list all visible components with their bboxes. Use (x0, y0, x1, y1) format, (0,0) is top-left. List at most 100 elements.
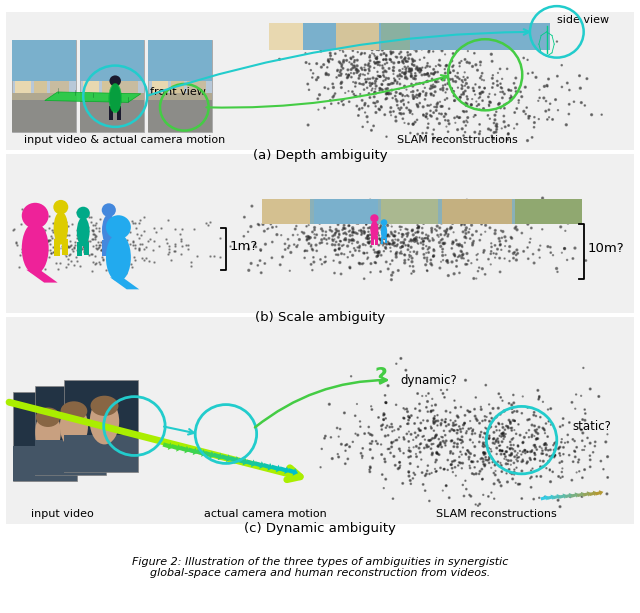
Point (574, 71, 584, 81)
Point (79, 242, 90, 251)
Point (474, 263, 484, 273)
Point (86, 211, 96, 221)
Point (358, 69, 368, 79)
Point (396, 246, 406, 256)
Point (458, 420, 468, 430)
Point (448, 77, 458, 86)
Point (58, 246, 68, 256)
FancyArrow shape (188, 447, 198, 455)
Point (95, 240, 105, 250)
Point (449, 425, 459, 435)
Point (343, 72, 353, 82)
Point (567, 397, 577, 407)
Point (407, 59, 417, 69)
Point (486, 238, 497, 248)
Point (61, 243, 71, 253)
Point (76, 230, 86, 240)
Point (429, 246, 439, 256)
Point (534, 393, 544, 403)
Point (550, 95, 561, 105)
Point (398, 237, 408, 247)
Point (101, 265, 111, 275)
Point (504, 242, 515, 251)
Point (102, 243, 112, 253)
Point (454, 113, 464, 123)
Point (353, 213, 363, 223)
Bar (80, 93, 144, 99)
Point (403, 224, 413, 234)
Point (415, 406, 425, 416)
Point (483, 254, 493, 264)
Point (467, 220, 477, 230)
Point (369, 49, 379, 59)
Point (435, 263, 445, 273)
Point (42, 245, 52, 254)
Point (388, 78, 399, 88)
Point (308, 257, 319, 267)
Point (534, 85, 545, 95)
Point (425, 436, 435, 446)
Point (255, 256, 265, 265)
Point (493, 434, 503, 444)
Point (431, 211, 441, 221)
Point (428, 448, 438, 458)
Point (83, 226, 93, 236)
Point (82, 242, 92, 251)
Point (541, 96, 551, 106)
Point (405, 459, 415, 468)
Point (256, 246, 266, 256)
Point (428, 129, 438, 139)
Point (349, 55, 360, 65)
Point (490, 460, 500, 470)
Point (148, 223, 159, 232)
Point (402, 419, 412, 429)
Point (456, 89, 467, 99)
Point (420, 94, 430, 104)
Point (499, 430, 509, 440)
Point (487, 74, 497, 83)
Point (422, 265, 432, 275)
Point (436, 257, 446, 267)
Point (429, 433, 440, 443)
Point (422, 440, 432, 450)
Point (374, 248, 384, 258)
Point (418, 237, 428, 246)
Point (397, 232, 407, 242)
Point (422, 44, 432, 53)
Point (321, 227, 331, 237)
Point (508, 416, 518, 425)
Point (441, 109, 451, 119)
Point (397, 242, 408, 251)
Point (413, 129, 423, 139)
Point (422, 397, 433, 406)
Point (454, 58, 465, 68)
Point (443, 257, 453, 267)
Point (541, 419, 551, 428)
Point (475, 466, 485, 476)
Point (388, 107, 399, 116)
Point (397, 479, 408, 489)
Point (467, 240, 477, 250)
Point (437, 46, 447, 56)
Point (260, 259, 270, 268)
Point (557, 457, 567, 466)
Point (304, 232, 314, 242)
Point (405, 261, 415, 271)
Point (383, 89, 394, 99)
Point (461, 107, 472, 116)
Point (371, 58, 381, 67)
Point (527, 445, 537, 455)
Point (342, 56, 352, 66)
Point (407, 253, 417, 263)
Point (300, 253, 310, 263)
Point (580, 256, 591, 265)
Point (555, 442, 565, 452)
Point (518, 392, 528, 402)
Text: SLAM reconstructions: SLAM reconstructions (397, 135, 518, 145)
Point (13, 262, 24, 272)
Point (408, 443, 419, 452)
Point (422, 101, 433, 110)
Point (332, 423, 342, 433)
Point (401, 103, 412, 113)
Point (58, 242, 68, 252)
